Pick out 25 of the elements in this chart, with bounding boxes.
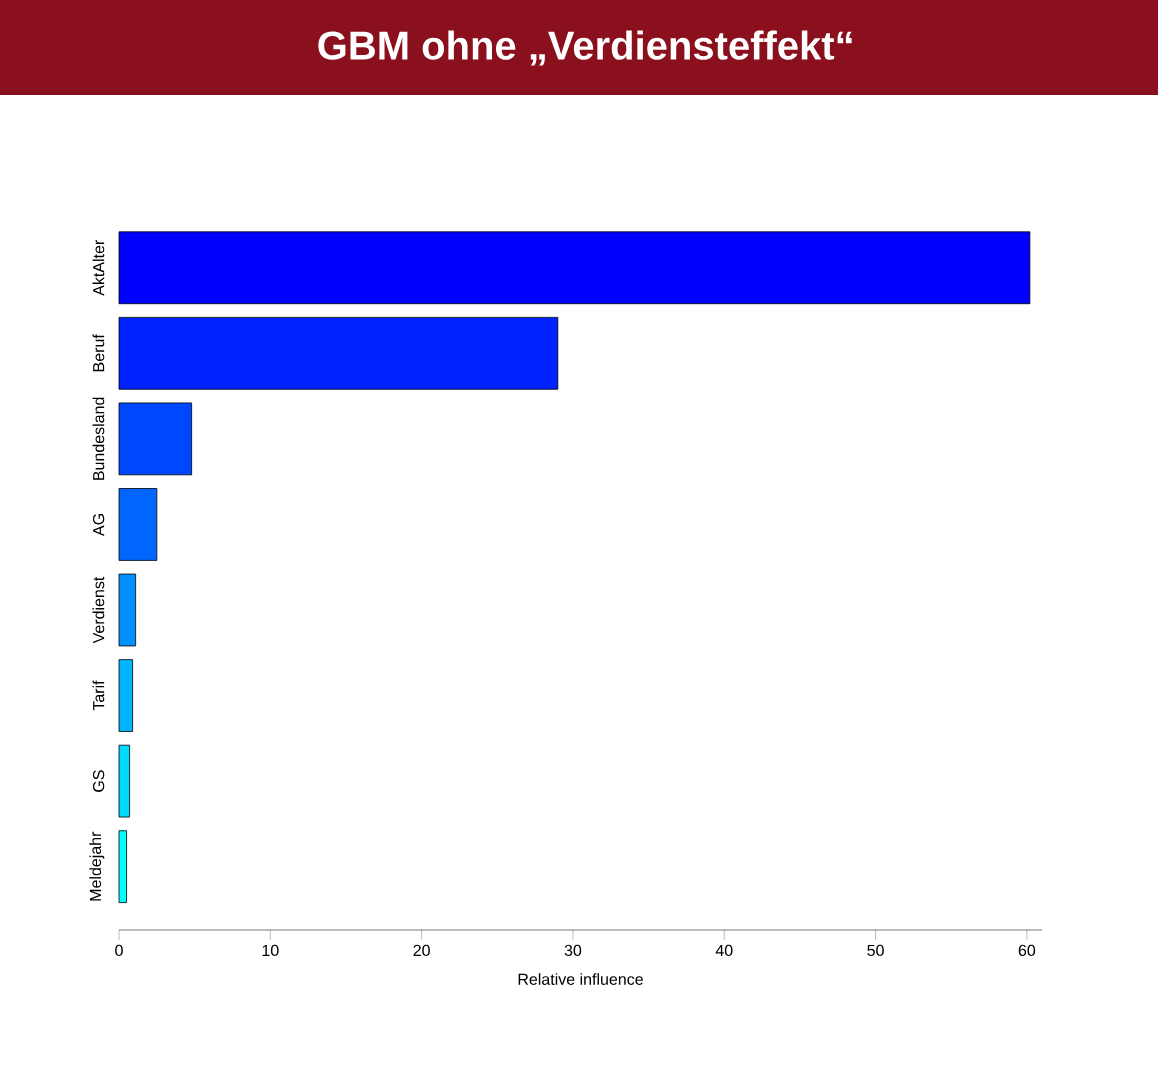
bar (118, 316, 559, 390)
y-tick-label: AktAlter (92, 240, 105, 296)
y-tick-label: Bundesland (92, 397, 105, 480)
bar (118, 231, 1031, 305)
chart-title: GBM ohne „Verdiensteffekt“ (318, 30, 852, 66)
bar (118, 402, 193, 476)
x-tick-label: 30 (564, 944, 582, 957)
y-tick-label: GS (92, 770, 105, 792)
x-tick-label: 10 (262, 944, 279, 957)
bar (118, 488, 158, 561)
x-tick-label: 50 (867, 944, 884, 957)
x-tick-label: 40 (715, 944, 733, 957)
x-axis-title: Relative influence (518, 973, 643, 985)
bar (118, 830, 127, 904)
x-tick-label: 60 (1018, 944, 1036, 957)
x-tick-label: 20 (413, 944, 430, 957)
y-tick-label: AG (92, 514, 105, 536)
y-tick-label: Tarif (92, 680, 105, 711)
y-tick-label: Beruf (92, 334, 105, 372)
x-tick-label: 0 (115, 944, 123, 957)
bar (118, 659, 134, 732)
y-tick-label: Meldejahr (89, 831, 105, 901)
bar (118, 744, 130, 818)
y-tick-label: Verdienst (92, 576, 105, 644)
bar (118, 573, 137, 647)
